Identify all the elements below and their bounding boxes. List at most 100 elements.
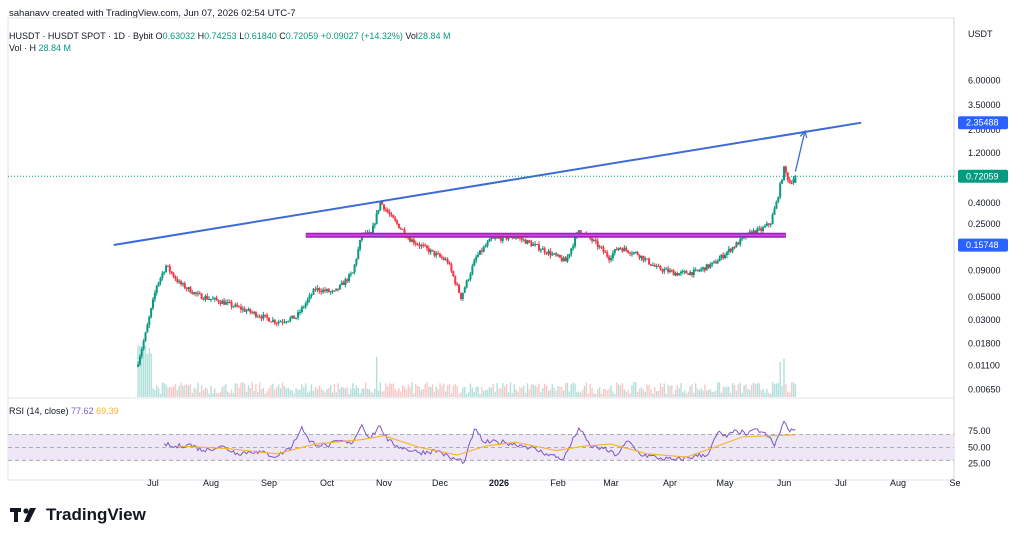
candle[interactable] — [722, 252, 725, 261]
candle[interactable] — [425, 244, 428, 251]
candle[interactable] — [187, 286, 190, 292]
candle[interactable] — [769, 222, 772, 228]
candle[interactable] — [208, 296, 211, 301]
candle[interactable] — [185, 286, 188, 292]
candle[interactable] — [566, 254, 569, 263]
currency-label[interactable]: USDT — [968, 29, 993, 39]
candle[interactable] — [338, 284, 341, 291]
candle[interactable] — [281, 318, 284, 326]
candle[interactable] — [293, 315, 296, 319]
candle[interactable] — [349, 271, 352, 277]
candle[interactable] — [324, 286, 327, 293]
candle[interactable] — [256, 314, 259, 318]
candle[interactable] — [634, 251, 637, 254]
candle[interactable] — [788, 176, 791, 184]
candle[interactable] — [480, 247, 483, 255]
candle[interactable] — [592, 238, 595, 242]
candle[interactable] — [379, 201, 382, 212]
candle[interactable] — [779, 181, 782, 200]
candle[interactable] — [733, 245, 736, 250]
candle[interactable] — [478, 250, 481, 256]
candle[interactable] — [625, 245, 628, 253]
candle[interactable] — [444, 256, 447, 261]
candle[interactable] — [696, 269, 699, 272]
candle[interactable] — [275, 321, 278, 327]
candle[interactable] — [678, 272, 681, 276]
candle[interactable] — [475, 254, 478, 264]
candle[interactable] — [388, 209, 391, 217]
candle[interactable] — [689, 269, 692, 276]
candle[interactable] — [223, 297, 226, 306]
candle[interactable] — [411, 238, 413, 242]
candle[interactable] — [268, 317, 270, 322]
ascending-trendline[interactable] — [113, 121, 862, 246]
candle[interactable] — [663, 267, 666, 275]
candle[interactable] — [333, 290, 336, 292]
candle[interactable] — [594, 237, 597, 245]
candle[interactable] — [172, 271, 175, 279]
candle[interactable] — [623, 245, 626, 252]
rsi-pane[interactable]: 75.00 50.00 25.00 — [8, 420, 991, 469]
candle[interactable] — [159, 276, 162, 286]
candle[interactable] — [273, 319, 276, 326]
candle[interactable] — [781, 178, 784, 184]
candle[interactable] — [458, 283, 461, 294]
candle[interactable] — [642, 255, 645, 263]
candle[interactable] — [144, 331, 147, 343]
candle[interactable] — [638, 254, 641, 261]
candle[interactable] — [775, 200, 778, 210]
candle[interactable] — [786, 171, 789, 183]
candle[interactable] — [636, 250, 639, 256]
candle[interactable] — [557, 253, 559, 258]
candle[interactable] — [606, 250, 609, 259]
candle[interactable] — [657, 263, 660, 267]
candle[interactable] — [702, 266, 704, 272]
candle[interactable] — [672, 268, 675, 276]
candle[interactable] — [486, 239, 489, 248]
candle[interactable] — [735, 241, 738, 248]
candle[interactable] — [337, 288, 340, 292]
candle[interactable] — [371, 222, 374, 234]
candle[interactable] — [448, 260, 451, 266]
candle[interactable] — [604, 249, 607, 253]
candle[interactable] — [729, 248, 732, 254]
candle[interactable] — [446, 257, 449, 265]
candle[interactable] — [253, 310, 256, 315]
candle[interactable] — [269, 321, 272, 323]
candle[interactable] — [456, 281, 459, 287]
candle[interactable] — [243, 306, 246, 313]
candle[interactable] — [790, 180, 793, 185]
candle[interactable] — [228, 299, 231, 304]
candle[interactable] — [150, 307, 153, 319]
candle[interactable] — [545, 251, 548, 256]
candle[interactable] — [326, 288, 328, 294]
candle[interactable] — [254, 311, 257, 319]
candle[interactable] — [488, 238, 491, 243]
candle[interactable] — [140, 346, 143, 359]
candle[interactable] — [619, 246, 622, 250]
candle[interactable] — [452, 270, 455, 277]
candle[interactable] — [174, 275, 177, 282]
candle[interactable] — [238, 305, 241, 308]
candle[interactable] — [692, 266, 695, 278]
candle[interactable] — [291, 315, 294, 320]
candle[interactable] — [720, 254, 723, 261]
candle[interactable] — [335, 288, 338, 292]
candle[interactable] — [189, 285, 192, 294]
candle[interactable] — [558, 254, 561, 259]
candle[interactable] — [196, 290, 199, 297]
candle[interactable] — [251, 310, 254, 315]
candle[interactable] — [687, 273, 690, 276]
candle[interactable] — [412, 237, 415, 246]
candle[interactable] — [526, 240, 529, 245]
candle[interactable] — [295, 317, 298, 320]
candle[interactable] — [608, 254, 611, 264]
candle[interactable] — [198, 290, 201, 295]
candle[interactable] — [783, 166, 785, 181]
candle[interactable] — [331, 289, 334, 294]
candle[interactable] — [739, 236, 742, 247]
candle[interactable] — [737, 241, 740, 245]
candle[interactable] — [713, 260, 715, 264]
candle[interactable] — [178, 279, 181, 285]
candle[interactable] — [762, 225, 765, 234]
